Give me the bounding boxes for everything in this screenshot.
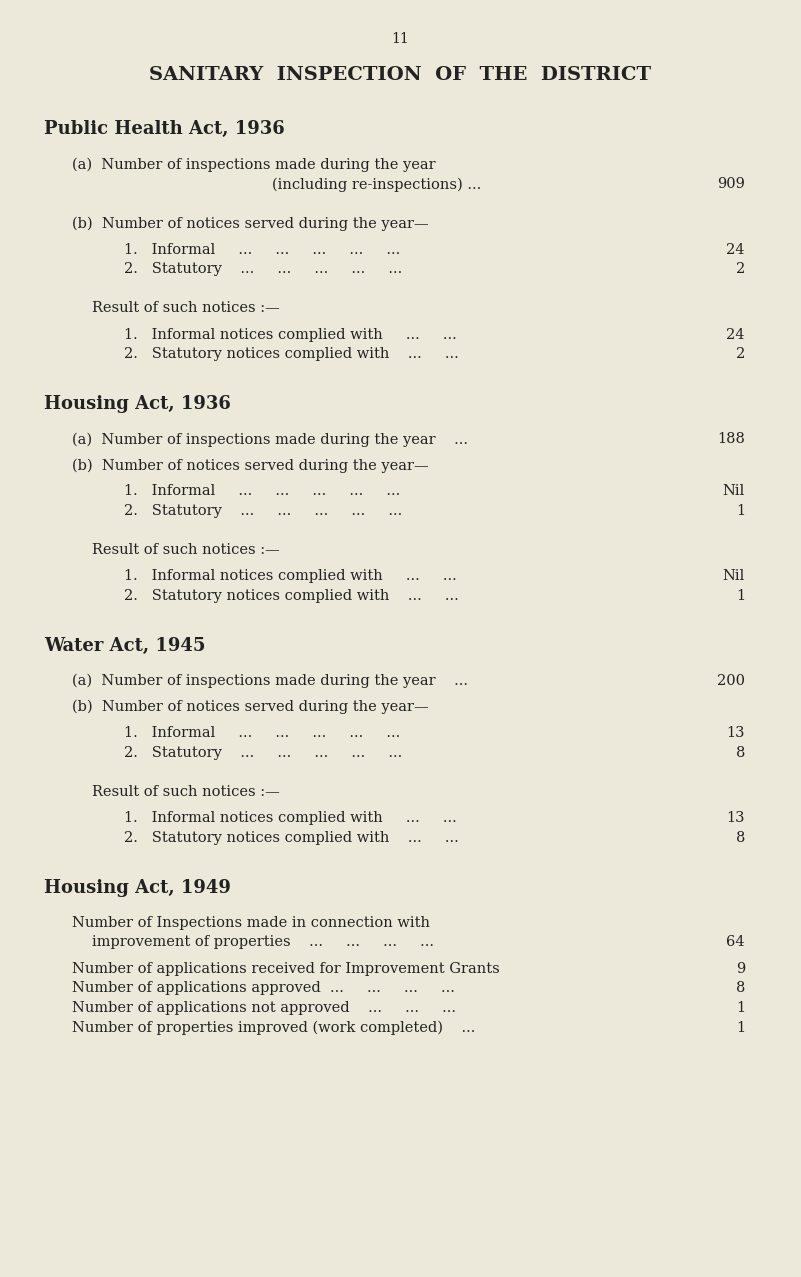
Text: Nil: Nil [723,570,745,584]
Text: 2.   Statutory notices complied with    ...     ...: 2. Statutory notices complied with ... .… [124,347,459,361]
Text: Housing Act, 1936: Housing Act, 1936 [44,395,231,412]
Text: Water Act, 1945: Water Act, 1945 [44,637,206,655]
Text: 1: 1 [736,1020,745,1034]
Text: Result of such notices :—: Result of such notices :— [92,301,280,315]
Text: Result of such notices :—: Result of such notices :— [92,543,280,557]
Text: 2: 2 [735,262,745,276]
Text: Number of applications not approved    ...     ...     ...: Number of applications not approved ... … [72,1001,456,1015]
Text: 2.   Statutory notices complied with    ...     ...: 2. Statutory notices complied with ... .… [124,589,459,603]
Text: (a)  Number of inspections made during the year: (a) Number of inspections made during th… [72,157,436,172]
Text: Result of such notices :—: Result of such notices :— [92,785,280,799]
Text: 2.   Statutory notices complied with    ...     ...: 2. Statutory notices complied with ... .… [124,831,459,845]
Text: (b)  Number of notices served during the year—: (b) Number of notices served during the … [72,700,429,714]
Text: Number of properties improved (work completed)    ...: Number of properties improved (work comp… [72,1020,476,1034]
Text: 24: 24 [727,328,745,341]
Text: 909: 909 [717,178,745,192]
Text: 1.   Informal     ...     ...     ...     ...     ...: 1. Informal ... ... ... ... ... [124,243,400,257]
Text: 11: 11 [392,32,409,46]
Text: 1: 1 [736,504,745,518]
Text: (a)  Number of inspections made during the year    ...: (a) Number of inspections made during th… [72,432,468,447]
Text: 24: 24 [727,243,745,257]
Text: improvement of properties    ...     ...     ...     ...: improvement of properties ... ... ... ..… [92,936,434,950]
Text: 2.   Statutory    ...     ...     ...     ...     ...: 2. Statutory ... ... ... ... ... [124,262,402,276]
Text: 8: 8 [735,746,745,760]
Text: 1: 1 [736,1001,745,1015]
Text: 1.   Informal notices complied with     ...     ...: 1. Informal notices complied with ... ..… [124,811,457,825]
Text: 8: 8 [735,831,745,845]
Text: (b)  Number of notices served during the year—: (b) Number of notices served during the … [72,217,429,231]
Text: Number of Inspections made in connection with: Number of Inspections made in connection… [72,916,430,930]
Text: 1.   Informal     ...     ...     ...     ...     ...: 1. Informal ... ... ... ... ... [124,484,400,498]
Text: (including re-inspections) ...: (including re-inspections) ... [272,178,481,192]
Text: 1: 1 [736,589,745,603]
Text: 9: 9 [735,962,745,976]
Text: 13: 13 [727,727,745,741]
Text: Public Health Act, 1936: Public Health Act, 1936 [44,120,285,138]
Text: 64: 64 [727,936,745,950]
Text: 2.   Statutory    ...     ...     ...     ...     ...: 2. Statutory ... ... ... ... ... [124,746,402,760]
Text: 2: 2 [735,347,745,361]
Text: Number of applications approved  ...     ...     ...     ...: Number of applications approved ... ... … [72,981,455,995]
Text: 1.   Informal notices complied with     ...     ...: 1. Informal notices complied with ... ..… [124,328,457,341]
Text: 13: 13 [727,811,745,825]
Text: 8: 8 [735,981,745,995]
Text: 1.   Informal notices complied with     ...     ...: 1. Informal notices complied with ... ..… [124,570,457,584]
Text: 188: 188 [717,432,745,446]
Text: SANITARY  INSPECTION  OF  THE  DISTRICT: SANITARY INSPECTION OF THE DISTRICT [150,66,651,84]
Text: 1.   Informal     ...     ...     ...     ...     ...: 1. Informal ... ... ... ... ... [124,727,400,741]
Text: Housing Act, 1949: Housing Act, 1949 [44,879,231,896]
Text: 200: 200 [717,674,745,688]
Text: 2.   Statutory    ...     ...     ...     ...     ...: 2. Statutory ... ... ... ... ... [124,504,402,518]
Text: Nil: Nil [723,484,745,498]
Text: (b)  Number of notices served during the year—: (b) Number of notices served during the … [72,458,429,472]
Text: Number of applications received for Improvement Grants: Number of applications received for Impr… [72,962,500,976]
Text: (a)  Number of inspections made during the year    ...: (a) Number of inspections made during th… [72,674,468,688]
